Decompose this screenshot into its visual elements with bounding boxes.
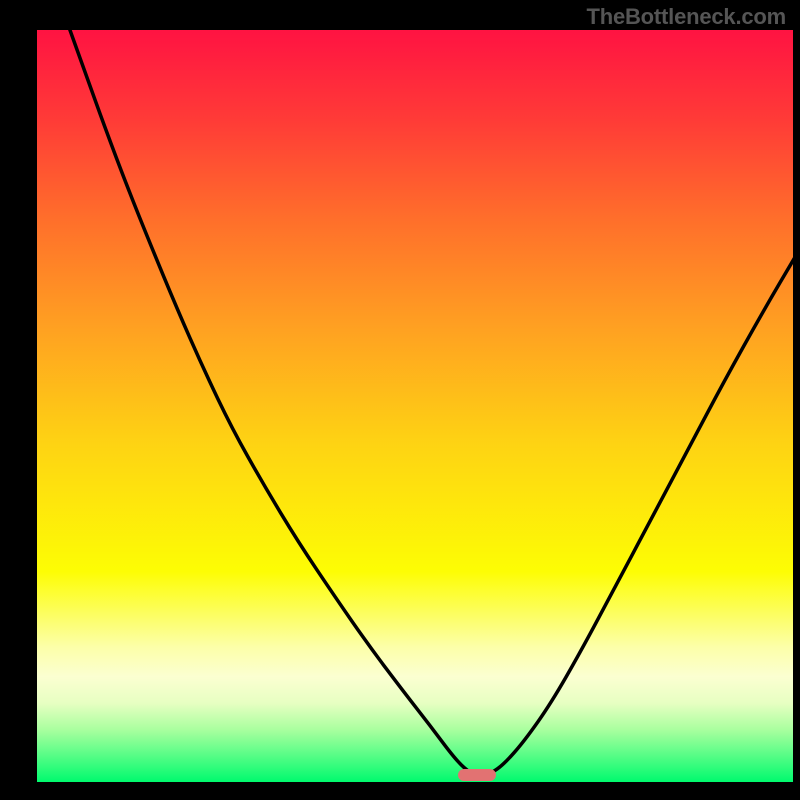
plot-area	[37, 30, 793, 782]
watermark-text: TheBottleneck.com	[586, 4, 786, 30]
chart-container: TheBottleneck.com	[0, 0, 800, 800]
optimal-marker	[458, 769, 496, 781]
bottleneck-curve	[67, 30, 793, 776]
curve-layer	[37, 30, 793, 782]
